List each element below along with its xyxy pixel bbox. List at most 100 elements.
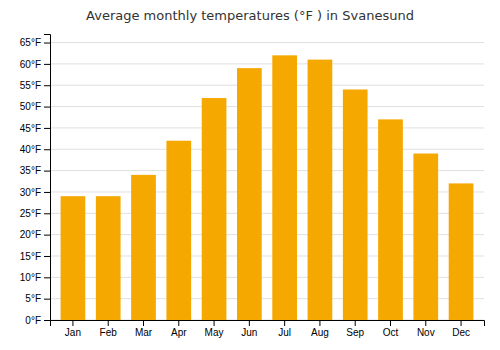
x-tick-mark — [425, 320, 426, 326]
x-tick-label: Apr — [171, 327, 187, 338]
y-tick-mark — [44, 85, 50, 86]
x-tick-mark — [143, 320, 144, 326]
y-tick-mark — [44, 107, 50, 108]
x-tick-mark — [319, 320, 320, 326]
y-tick: 30°F — [20, 187, 50, 198]
bar — [413, 154, 438, 320]
y-tick: 10°F — [20, 272, 50, 283]
y-tick-label: 45°F — [20, 123, 41, 134]
bar — [343, 89, 368, 320]
x-tick: Sep — [346, 320, 364, 338]
y-tick: 35°F — [20, 165, 50, 176]
y-tick-label: 35°F — [20, 165, 41, 176]
y-tick-mark — [44, 320, 50, 321]
x-tick-mark — [390, 320, 391, 326]
y-tick: 65°F — [20, 37, 50, 48]
y-tick-label: 5°F — [25, 293, 41, 304]
y-axis: 0°F 5°F 10°F 15°F 20°F 25°F 30°F 35°F 40°F 45°F 50… — [20, 35, 51, 326]
y-tick: 25°F — [20, 208, 50, 219]
bars — [61, 55, 474, 320]
x-tick-mark — [214, 320, 215, 326]
y-tick-label: 60°F — [20, 59, 41, 70]
y-tick-mark — [44, 277, 50, 278]
y-tick-label: 55°F — [20, 80, 41, 91]
x-tick-label: Sep — [346, 327, 364, 338]
x-tick: Nov — [417, 320, 435, 338]
x-tick: Apr — [171, 320, 187, 338]
x-tick: Mar — [135, 320, 153, 338]
bar — [272, 55, 297, 320]
grid-line — [50, 85, 484, 86]
bar — [131, 175, 156, 320]
x-tick: Jun — [241, 320, 257, 338]
grid-line — [50, 127, 484, 128]
x-tick-label: Jan — [65, 327, 81, 338]
bar — [166, 141, 191, 320]
y-tick-mark — [44, 213, 50, 214]
y-tick: 5°F — [25, 293, 50, 304]
x-tick-label: Jul — [278, 327, 291, 338]
x-tick-label: Oct — [383, 327, 399, 338]
y-tick: 15°F — [20, 251, 50, 262]
x-tick-mark — [284, 320, 285, 326]
x-tick-mark — [355, 320, 356, 326]
x-tick-mark — [249, 320, 250, 326]
x-axis: Jan Feb Mar Apr May Jun Jul Aug Sep Oct Nov Dec — [51, 320, 485, 338]
x-tick-mark — [461, 320, 462, 326]
y-tick-label: 10°F — [20, 272, 41, 283]
bar — [378, 119, 403, 320]
y-tick-label: 0°F — [25, 315, 41, 326]
x-tick: Jan — [65, 320, 81, 338]
y-tick-mark — [44, 299, 50, 300]
y-tick-label: 15°F — [20, 251, 41, 262]
x-tick-label: Nov — [417, 327, 435, 338]
y-tick-label: 50°F — [20, 101, 41, 112]
y-tick: 60°F — [20, 59, 50, 70]
y-tick-mark — [44, 149, 50, 150]
y-tick-mark — [44, 171, 50, 172]
bar — [202, 98, 227, 320]
bar — [96, 196, 121, 320]
grid-line — [50, 63, 484, 64]
x-tick-mark — [108, 320, 109, 326]
y-tick-label: 65°F — [20, 37, 41, 48]
bar — [308, 60, 333, 320]
title: Average monthly temperatures (°F ) in Sv… — [86, 8, 414, 23]
x-tick: Dec — [452, 320, 470, 338]
y-tick-mark — [44, 235, 50, 236]
x-tick-label: May — [205, 327, 224, 338]
grid-line — [50, 149, 484, 150]
x-axis-line — [51, 321, 485, 327]
x-tick-label: Dec — [452, 327, 470, 338]
y-tick-label: 20°F — [20, 229, 41, 240]
chart: Jan Feb Mar Apr May Jun Jul Aug Sep Oct Nov Dec 0°F 5… — [0, 0, 500, 350]
grid-line — [50, 106, 484, 107]
y-tick-label: 25°F — [20, 208, 41, 219]
y-tick: 20°F — [20, 229, 50, 240]
y-tick-label: 40°F — [20, 144, 41, 155]
bar — [449, 183, 474, 320]
x-tick: Oct — [383, 320, 399, 338]
x-tick-label: Jun — [241, 327, 257, 338]
y-tick-label: 30°F — [20, 187, 41, 198]
grid — [50, 43, 484, 320]
x-tick-mark — [178, 320, 179, 326]
y-tick-mark — [44, 43, 50, 44]
y-tick: 45°F — [20, 123, 50, 134]
y-tick-mark — [44, 128, 50, 129]
x-tick: Aug — [311, 320, 329, 338]
y-axis-line — [44, 35, 51, 321]
x-tick-mark — [72, 320, 73, 326]
bar — [61, 196, 86, 320]
x-tick: Jul — [278, 320, 291, 338]
y-tick-mark — [44, 256, 50, 257]
y-tick-mark — [44, 64, 50, 65]
bar — [237, 68, 262, 320]
plot: Jan Feb Mar Apr May Jun Jul Aug Sep Oct Nov Dec 0°F 5… — [20, 35, 485, 339]
x-tick: Feb — [100, 320, 118, 338]
x-tick-label: Aug — [311, 327, 329, 338]
y-tick: 50°F — [20, 101, 50, 112]
y-tick-mark — [44, 192, 50, 193]
y-tick: 55°F — [20, 80, 50, 91]
x-tick-label: Mar — [135, 327, 153, 338]
